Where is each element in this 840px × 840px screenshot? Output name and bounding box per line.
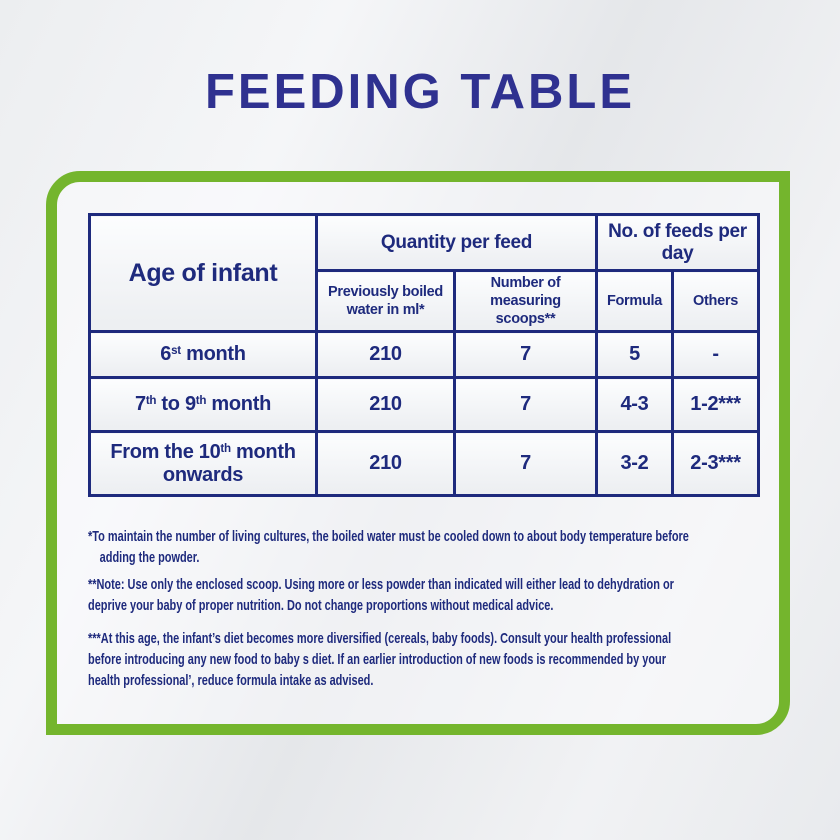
footnote-scoop-note: **Note: Use only the enclosed scoop. Usi… (88, 576, 674, 614)
formula-cell: 5 (595, 330, 674, 380)
subheader-boiled-water: Previously boiled water in ml* (315, 268, 456, 334)
subheader-formula: Formula (595, 268, 674, 334)
header-quantity-per-feed: Quantity per feed (315, 213, 598, 272)
header-age-of-infant: Age of infant (88, 212, 318, 334)
age-cell: 6st month (88, 330, 318, 380)
table-header-row-groups: Age of infant Quantity per feed No. of f… (88, 212, 761, 334)
subheader-others: Others (670, 268, 761, 334)
table-row: 7th to 9th month 210 7 4-3 1-2*** (88, 376, 761, 434)
footnote-diversified-diet: ***At this age, the infant’s diet become… (88, 630, 672, 689)
formula-cell: 4-3 (595, 376, 674, 434)
water-cell: 210 (315, 330, 456, 380)
formula-cell: 3-2 (595, 430, 674, 498)
table-header-row-subs: Previously boiled water in ml* Number of… (90, 268, 761, 334)
footnote-boiled-water: *To maintain the number of living cultur… (88, 528, 689, 566)
water-cell: 210 (315, 376, 456, 434)
water-cell: 210 (315, 430, 456, 498)
others-cell: 2-3*** (670, 430, 761, 498)
feeding-table-frame: Age of infant Quantity per feed No. of f… (46, 171, 790, 735)
age-cell: From the 10th month onwards (88, 430, 318, 498)
scoops-cell: 7 (453, 376, 598, 434)
scoops-cell: 7 (453, 430, 598, 498)
feeding-table: Age of infant Quantity per feed No. of f… (88, 212, 761, 498)
table-row: From the 10th month onwards 210 7 3-2 2-3*** (88, 430, 761, 498)
others-cell: 1-2*** (670, 376, 761, 434)
age-cell: 7th to 9th month (88, 376, 318, 434)
page-title: FEEDING TABLE (204, 65, 636, 119)
others-cell: - (670, 330, 761, 380)
subheader-measuring-scoops: Number of measuring scoops** (453, 268, 598, 334)
table-row: 6st month 210 7 5- (88, 330, 761, 380)
header-feeds-per-day: No. of feeds per day (594, 213, 761, 272)
scoops-cell: 7 (453, 330, 598, 380)
